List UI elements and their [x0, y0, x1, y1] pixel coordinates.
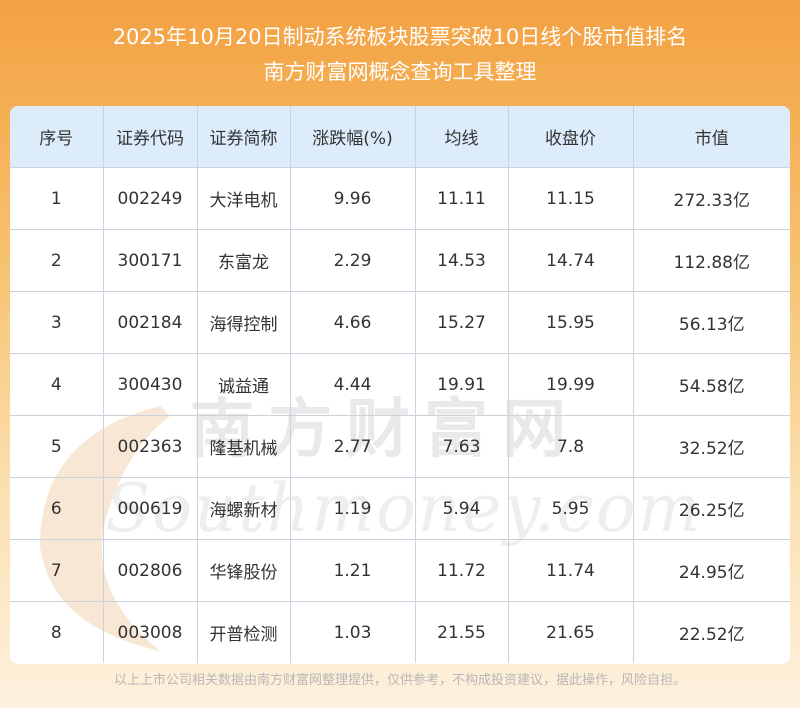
table-row: 6 000619 海螺新材 1.19 5.94 5.95 26.25亿: [10, 477, 790, 540]
table-cell: 3: [10, 291, 104, 354]
table-cell: 002806: [103, 539, 198, 602]
table-cell: 4: [10, 353, 104, 416]
table-cell: 11.74: [508, 539, 634, 602]
table-cell: 14.53: [415, 229, 509, 292]
table-cell: 6: [10, 477, 104, 540]
table-cell: 海螺新材: [197, 477, 291, 540]
column-header: 均线: [415, 106, 509, 168]
table-row: 7 002806 华锋股份 1.21 11.72 11.74 24.95亿: [10, 539, 790, 602]
table-cell: 大洋电机: [197, 167, 291, 230]
table-cell: 9.96: [290, 167, 416, 230]
page-header: 2025年10月20日制动系统板块股票突破10日线个股市值排名 南方财富网概念查…: [0, 0, 800, 104]
table-cell: 7.8: [508, 415, 634, 478]
table-cell: 开普检测: [197, 601, 291, 663]
table-row: 2 300171 东富龙 2.29 14.53 14.74 112.88亿: [10, 229, 790, 292]
table-cell: 26.25亿: [633, 477, 790, 540]
page-title: 2025年10月20日制动系统板块股票突破10日线个股市值排名: [112, 25, 688, 49]
column-header: 收盘价: [508, 106, 634, 168]
table-row: 4 300430 诚益通 4.44 19.91 19.99 54.58亿: [10, 353, 790, 416]
table-cell: 5.95: [508, 477, 634, 540]
table-cell: 8: [10, 601, 104, 663]
table-card: 南方财富网 Southmoney.com 序号 证券代码 证券简称 涨跌幅(%) 均线收…: [10, 106, 790, 664]
page-subtitle: 南方财富网概念查询工具整理: [263, 60, 537, 84]
table-cell: 1: [10, 167, 104, 230]
table-cell: 2.29: [290, 229, 416, 292]
table-cell: 24.95亿: [633, 539, 790, 602]
table-cell: 2.77: [290, 415, 416, 478]
table-cell: 5.94: [415, 477, 509, 540]
table-cell: 21.55: [415, 601, 509, 663]
table-cell: 11.11: [415, 167, 509, 230]
column-header: 证券简称: [197, 106, 291, 168]
table-cell: 54.58亿: [633, 353, 790, 416]
table-cell: 4.44: [290, 353, 416, 416]
table-cell: 002363: [103, 415, 198, 478]
table-cell: 272.33亿: [633, 167, 790, 230]
table-cell: 7: [10, 539, 104, 602]
table-cell: 5: [10, 415, 104, 478]
column-header: 证券代码: [103, 106, 198, 168]
table-cell: 000619: [103, 477, 198, 540]
table-cell: 1.21: [290, 539, 416, 602]
table-row: 5 002363 隆基机械 2.77 7.63 7.8 32.52亿: [10, 415, 790, 478]
table-cell: 56.13亿: [633, 291, 790, 354]
table-cell: 15.95: [508, 291, 634, 354]
column-header: 市值: [633, 106, 790, 168]
table-row: 8 003008 开普检测 1.03 21.55 21.65 22.52亿: [10, 601, 790, 663]
table-cell: 15.27: [415, 291, 509, 354]
table-cell: 112.88亿: [633, 229, 790, 292]
table-cell: 东富龙: [197, 229, 291, 292]
table-cell: 2: [10, 229, 104, 292]
table-cell: 11.15: [508, 167, 634, 230]
table-cell: 诚益通: [197, 353, 291, 416]
table-header-row: 序号 证券代码 证券简称 涨跌幅(%) 均线 收盘价 市值: [10, 106, 790, 168]
table-cell: 300430: [103, 353, 198, 416]
column-header: 涨跌幅(%): [290, 106, 416, 168]
stock-table: 序号 证券代码 证券简称 涨跌幅(%) 均线 收盘价 市值 1 002249 大洋电机 9.96 1…: [10, 106, 790, 663]
table-cell: 19.91: [415, 353, 509, 416]
table-cell: 19.99: [508, 353, 634, 416]
table-cell: 14.74: [508, 229, 634, 292]
table-cell: 002184: [103, 291, 198, 354]
table-cell: 华锋股份: [197, 539, 291, 602]
table-row: 1 002249 大洋电机 9.96 11.11 11.15 272.33亿: [10, 167, 790, 230]
table-cell: 300171: [103, 229, 198, 292]
footer-disclaimer: 以上上市公司相关数据由南方财富网整理提供，仅供参考，不构成投资建议，据此操作，风…: [113, 673, 686, 688]
table-cell: 11.72: [415, 539, 509, 602]
table-cell: 海得控制: [197, 291, 291, 354]
table-row: 3 002184 海得控制 4.66 15.27 15.95 56.13亿: [10, 291, 790, 354]
table-cell: 7.63: [415, 415, 509, 478]
table-cell: 4.66: [290, 291, 416, 354]
table-cell: 21.65: [508, 601, 634, 663]
table-cell: 1.19: [290, 477, 416, 540]
table-cell: 22.52亿: [678, 625, 745, 645]
table-cell: 隆基机械: [197, 415, 291, 478]
table-cell: 003008: [103, 601, 198, 663]
table-cell: 32.52亿: [633, 415, 790, 478]
table-cell: 002249: [103, 167, 198, 230]
column-header: 序号: [10, 106, 104, 168]
table-cell: 1.03: [290, 601, 416, 663]
